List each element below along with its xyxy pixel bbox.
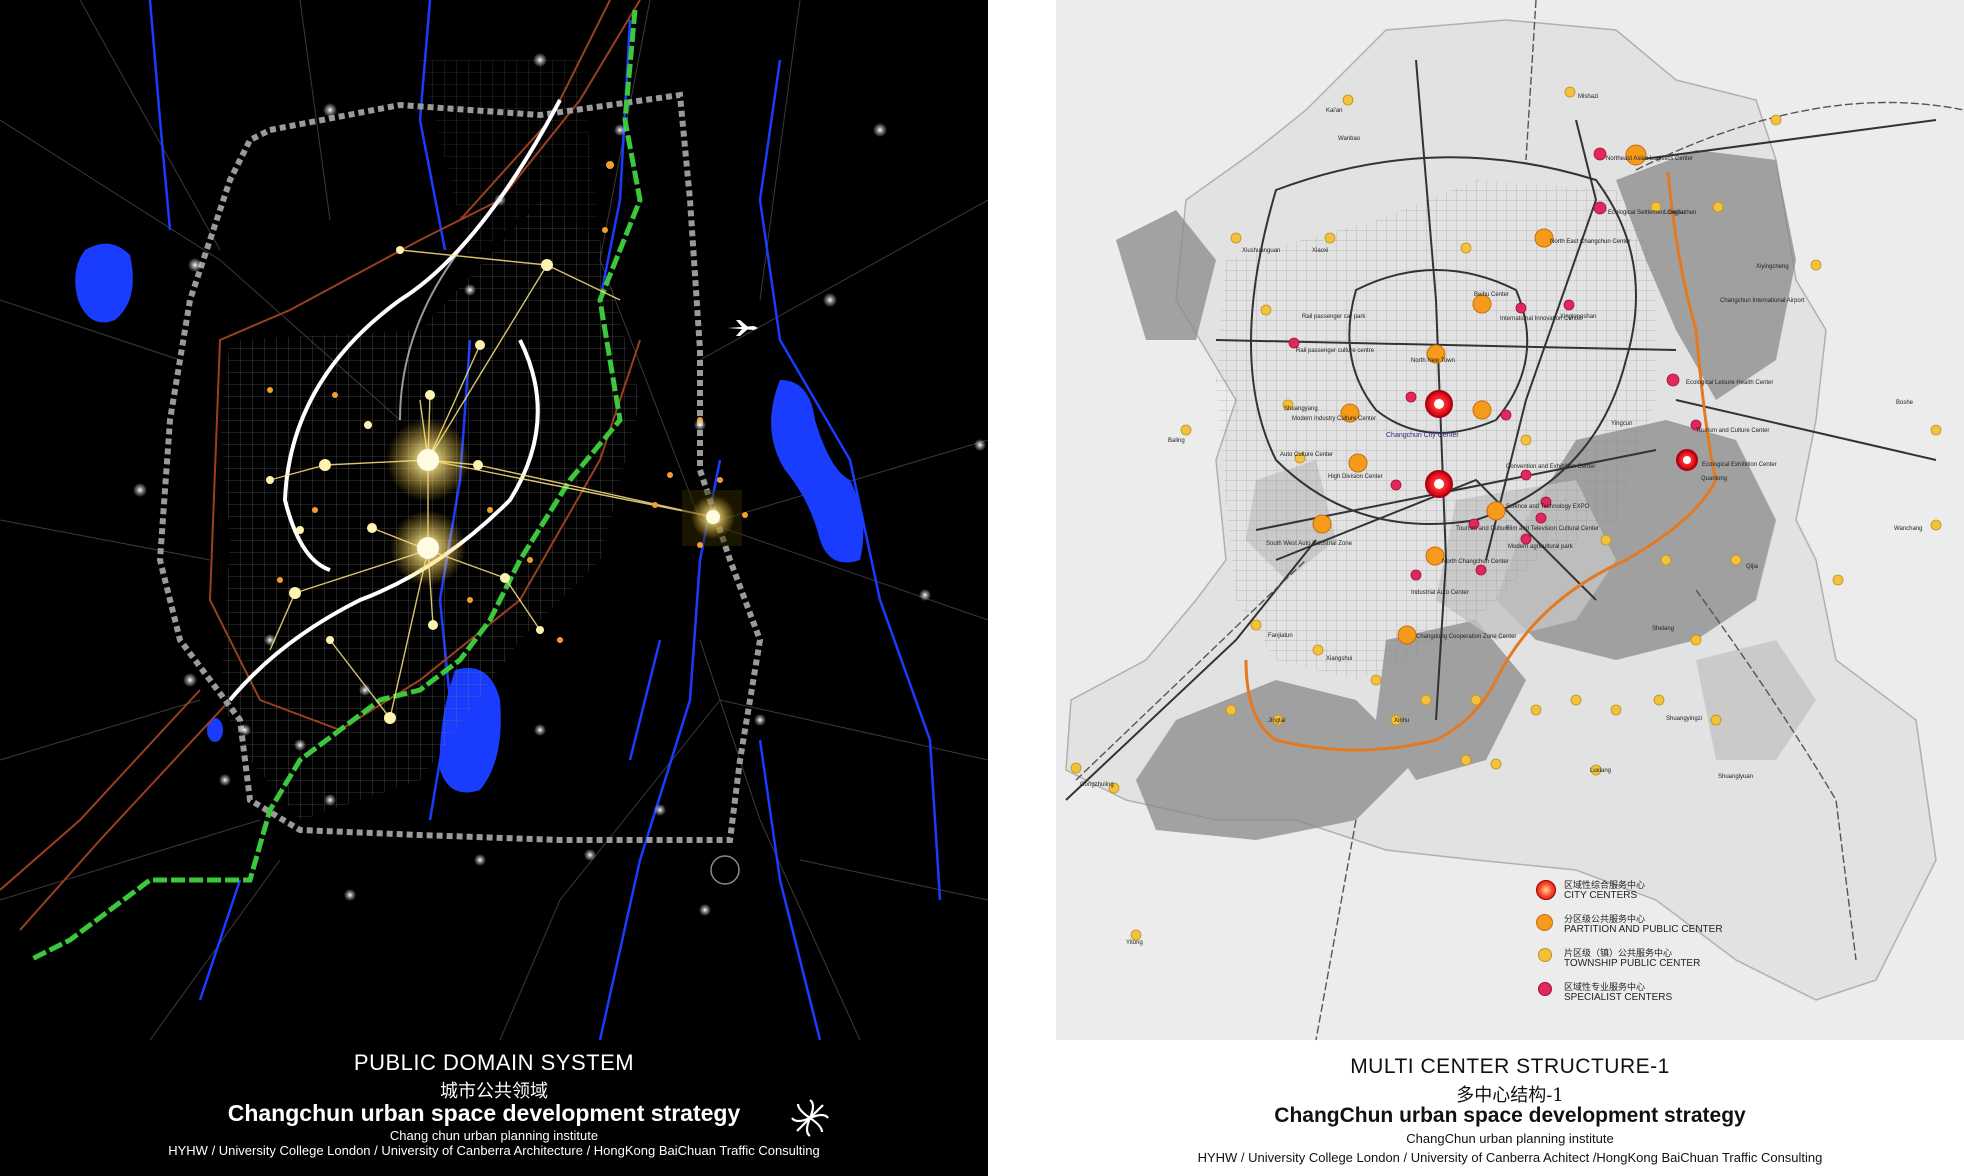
township-centers: [1070, 86, 1942, 941]
specialist-center-symbol-icon: [1538, 982, 1552, 996]
specialist-centers: [1288, 147, 1702, 581]
svg-text:Fanjiatun: Fanjiatun: [1268, 633, 1293, 639]
svg-text:Quanlong: Quanlong: [1701, 476, 1727, 482]
multi-center-map: Changchun City Center: [1056, 0, 1964, 1041]
city-center-symbol-icon: [1536, 880, 1556, 900]
svg-text:Film and Television Cultural C: Film and Television Cultural Center: [1506, 526, 1599, 532]
svg-text:Convention and Exhibition Cent: Convention and Exhibition Center: [1506, 464, 1595, 470]
right-title: MULTI CENTER STRUCTURE-1: [1350, 1055, 1670, 1078]
public-domain-map: [0, 0, 988, 1040]
place-labels: Mishazi Kai'an Wanbao Northeast Asian Lo…: [1080, 94, 1922, 946]
svg-text:Xinglongshan: Xinglongshan: [1560, 314, 1596, 320]
svg-text:Wanbao: Wanbao: [1338, 136, 1361, 142]
svg-text:Industrial Auto Center: Industrial Auto Center: [1411, 590, 1469, 596]
svg-text:Modern agricultural park: Modern agricultural park: [1508, 544, 1574, 550]
svg-text:Gongzhuling: Gongzhuling: [1080, 782, 1114, 788]
orange-sparks: [267, 161, 748, 643]
svg-text:Boshe: Boshe: [1896, 400, 1914, 406]
svg-text:Ecological Leisure Health Cent: Ecological Leisure Health Center: [1686, 380, 1773, 386]
interchange: [710, 855, 740, 885]
svg-text:Changdong Cooperation Zone Cen: Changdong Cooperation Zone Center: [1416, 634, 1516, 640]
west-lake: [75, 243, 133, 323]
right-credits: HYHW / University College London / Unive…: [1197, 1150, 1823, 1165]
svg-text:Xiushuanguan: Xiushuanguan: [1242, 248, 1280, 254]
right-institute: ChangChun urban planning institute: [1406, 1131, 1614, 1146]
left-title: PUBLIC DOMAIN SYSTEM: [353, 1050, 635, 1075]
legend-city-centers: 区域性综合服务中心 CITY CENTERS: [1536, 878, 1796, 908]
svg-text:Kai'an: Kai'an: [1326, 108, 1343, 114]
svg-text:Luxiang: Luxiang: [1590, 768, 1611, 774]
compass-logo-icon: [791, 1099, 829, 1137]
svg-text:Yitong: Yitong: [1126, 940, 1143, 946]
svg-text:Shuangyang: Shuangyang: [1284, 406, 1318, 412]
svg-text:Xiangshui: Xiangshui: [1326, 656, 1352, 662]
svg-text:Wanchang: Wanchang: [1894, 526, 1922, 532]
svg-text:Ecological Settlement Center: Ecological Settlement Center: [1608, 210, 1685, 216]
city-centers: [1425, 390, 1698, 498]
public-nodes-minor: [266, 246, 553, 724]
small-pond: [207, 718, 223, 742]
svg-text:North Changchun Center: North Changchun Center: [1442, 559, 1509, 565]
public-domain-panel: PUBLIC DOMAIN SYSTEM 城市公共领域 Changchun ur…: [0, 0, 988, 1176]
svg-text:Yingcun: Yingcun: [1611, 421, 1632, 427]
city-center-label: Changchun City Center: [1386, 432, 1459, 439]
svg-text:Shuangyingzi: Shuangyingzi: [1666, 716, 1702, 722]
svg-text:Xinhu: Xinhu: [1394, 718, 1409, 724]
legend-township-centers: 片区级（镇）公共服务中心 TOWNSHIP PUBLIC CENTER: [1536, 946, 1796, 976]
svg-text:Ecological Exhibition Center: Ecological Exhibition Center: [1702, 462, 1777, 468]
svg-text:Tourism and Culture: Tourism and Culture: [1456, 526, 1510, 532]
left-strategy: Changchun urban space development strate…: [227, 1100, 741, 1126]
svg-text:Changchun International Airpor: Changchun International Airport: [1720, 298, 1805, 304]
legend-partition-centers: 分区级公共服务中心 PARTITION AND PUBLIC CENTER: [1536, 912, 1796, 942]
svg-text:Modern Industry Culture Center: Modern Industry Culture Center: [1292, 416, 1376, 422]
railways: [1075, 0, 1964, 1041]
svg-text:Shuanglyuan: Shuanglyuan: [1718, 774, 1753, 780]
partition-center-symbol-icon: [1536, 914, 1553, 931]
legend-specialist-centers: 区域性专业服务中心 SPECIALIST CENTERS: [1536, 980, 1796, 1010]
svg-text:Shelang: Shelang: [1652, 626, 1674, 632]
svg-text:Xiaoxi: Xiaoxi: [1312, 248, 1328, 254]
urban-street-fabric: [1216, 180, 1656, 680]
partition-centers: [1312, 144, 1647, 645]
left-credits: HYHW / University College London / Unive…: [168, 1143, 820, 1158]
svg-text:Tourism and Culture Center: Tourism and Culture Center: [1696, 428, 1769, 434]
svg-text:Jingtai: Jingtai: [1268, 718, 1285, 724]
svg-text:Longjiazhen: Longjiazhen: [1664, 210, 1696, 216]
svg-text:Rail passenger culture centre: Rail passenger culture centre: [1296, 348, 1375, 354]
east-reservoir: [771, 380, 864, 563]
left-institute: Chang chun urban planning institute: [389, 1128, 599, 1143]
svg-text:Auto Culture Center: Auto Culture Center: [1280, 452, 1333, 458]
svg-text:Baling: Baling: [1168, 438, 1185, 444]
svg-text:Mishazi: Mishazi: [1578, 94, 1598, 100]
map-legend: 区域性综合服务中心 CITY CENTERS 分区级公共服务中心 PARTITI…: [1536, 878, 1796, 1014]
svg-text:North East Changchun Center: North East Changchun Center: [1550, 239, 1630, 245]
svg-text:Rail passenger car park: Rail passenger car park: [1302, 314, 1366, 320]
city-grid: [220, 200, 640, 820]
airport-plane-icon: [728, 320, 758, 336]
svg-text:International Innovation Cente: International Innovation Center: [1500, 316, 1582, 322]
township-center-symbol-icon: [1538, 948, 1552, 962]
white-light-points: [133, 53, 986, 916]
svg-text:High Division Center: High Division Center: [1328, 474, 1383, 480]
svg-text:South West Auto Industrial Zon: South West Auto Industrial Zone: [1266, 541, 1353, 547]
svg-text:Xiyingcheng: Xiyingcheng: [1756, 264, 1789, 270]
orange-loop-line: [1244, 171, 1718, 752]
multi-center-panel: Changchun City Center: [1056, 0, 1964, 1176]
svg-text:Qijia: Qijia: [1746, 564, 1759, 570]
greenway-belt: [28, 9, 643, 963]
public-nodes-major: [386, 418, 742, 586]
right-strategy: ChangChun urban space development strate…: [1274, 1104, 1746, 1127]
outer-boundary: [156, 91, 764, 843]
svg-text:Beihu Center: Beihu Center: [1474, 292, 1509, 298]
svg-text:Northeast Asian Logistics Cent: Northeast Asian Logistics Center: [1606, 156, 1693, 162]
left-title-cn: 城市公共领域: [440, 1081, 548, 1102]
svg-text:North New Town: North New Town: [1411, 358, 1455, 364]
svg-text:Science and Technology EXPO: Science and Technology EXPO: [1506, 504, 1590, 510]
right-title-cn: 多中心结构-1: [1456, 1085, 1564, 1106]
